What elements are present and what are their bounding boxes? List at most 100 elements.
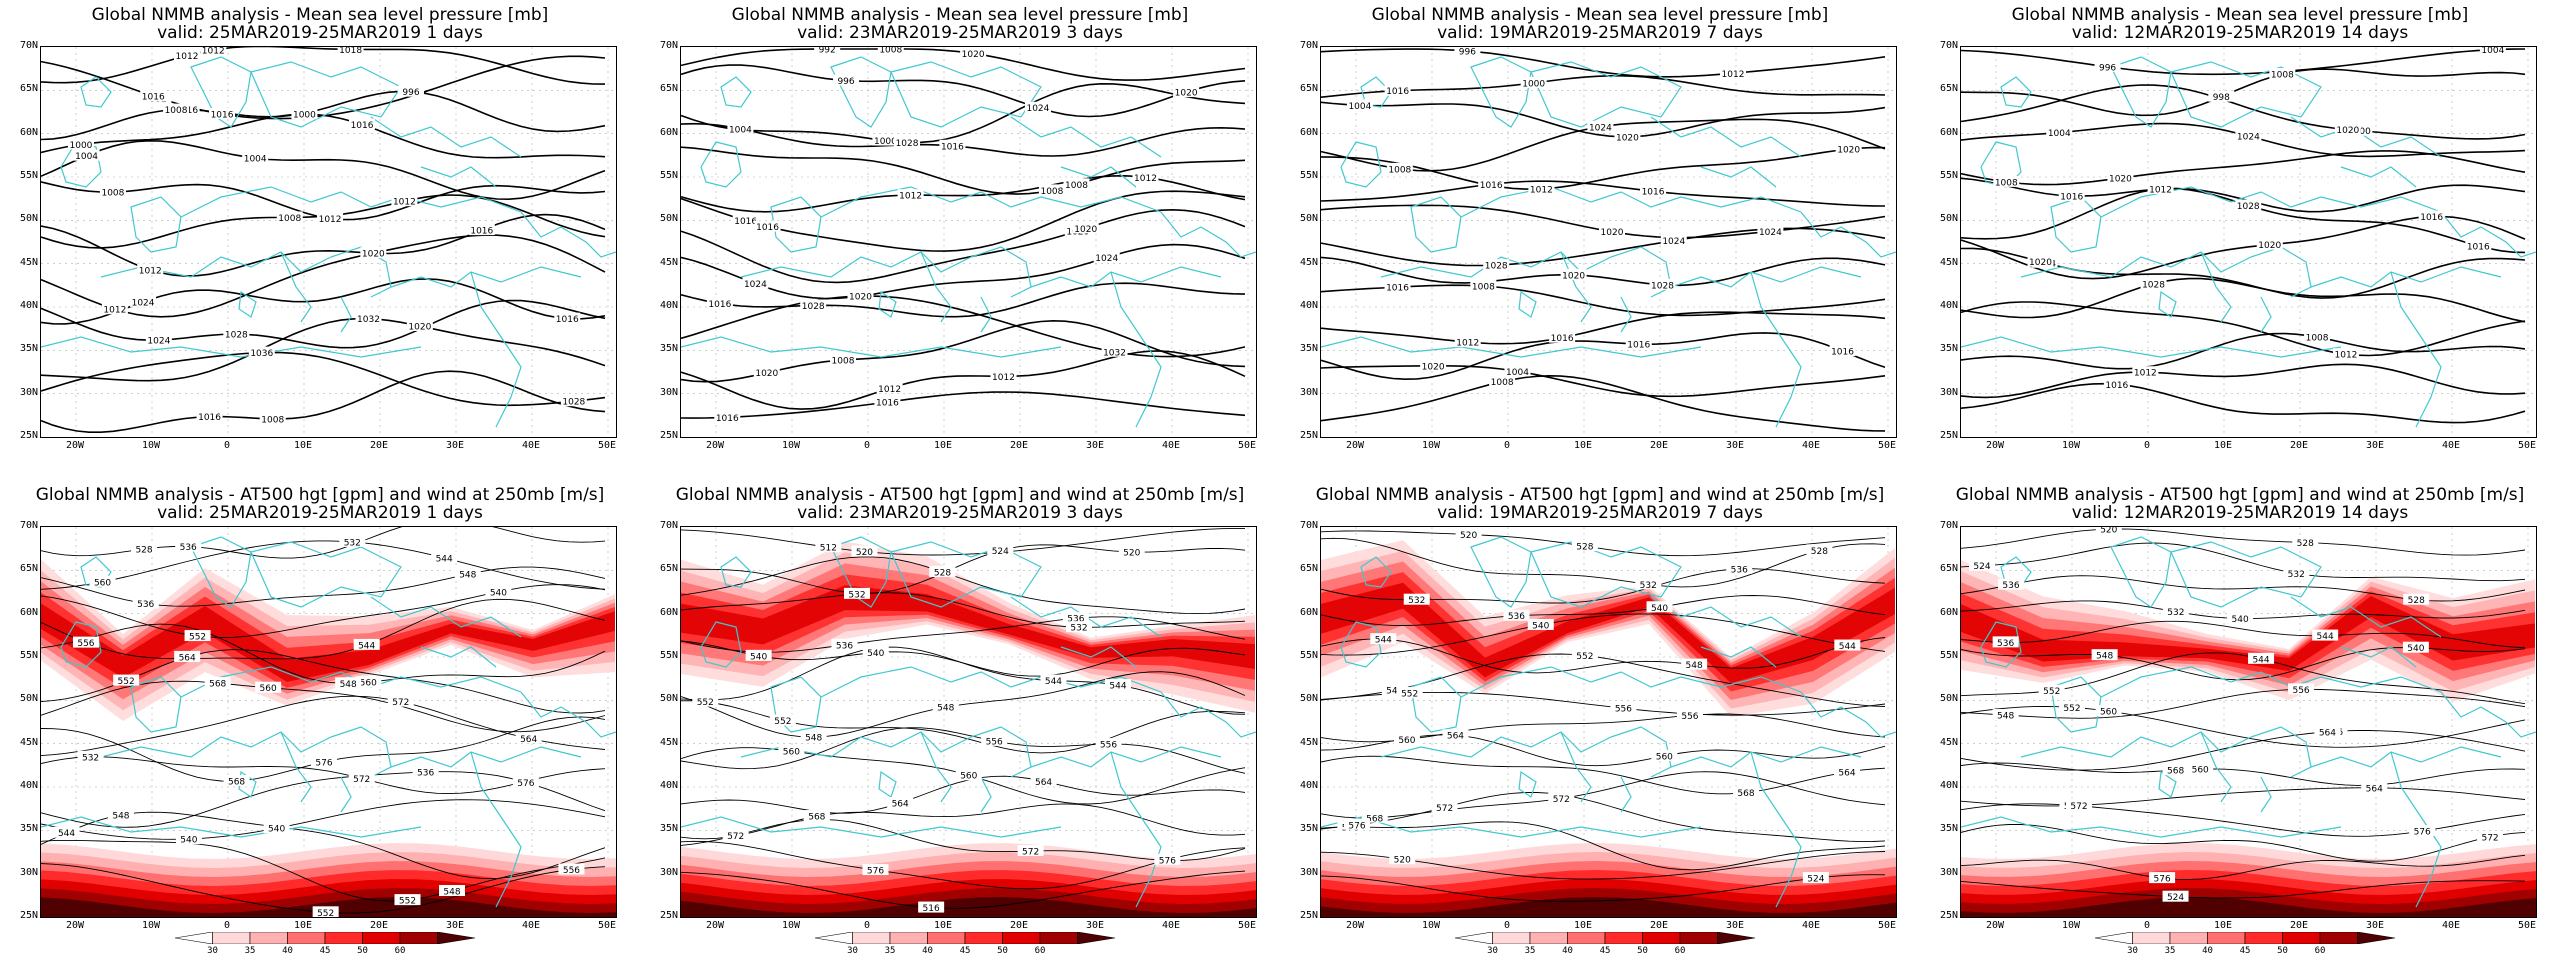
contour-label-bg (2418, 210, 2445, 222)
colorbar-label: 35 (1524, 946, 1536, 956)
contour-label: 1028 (225, 331, 248, 341)
coastline (1961, 336, 2342, 358)
coastline (1030, 746, 1222, 768)
contour-label: 528 (1811, 547, 1828, 557)
contour-label: 1024 (2237, 133, 2260, 143)
contour-label: 1020 (1562, 271, 1585, 281)
contour-line (1961, 824, 2526, 862)
coastline (720, 556, 752, 588)
panel-title: Global NMMB analysis - Mean sea level pr… (1371, 5, 1829, 25)
longitude-label: 20W (1345, 440, 1365, 451)
contour-line (1961, 880, 2526, 899)
contour-label: 556 (77, 639, 94, 649)
longitude-label: 10W (141, 920, 161, 931)
contour-label: 536 (2002, 581, 2019, 591)
colorbar-swatch (287, 932, 326, 944)
contour-label-bg (200, 47, 227, 55)
latitude-label: 70N (1299, 40, 1318, 51)
contour-label: 1012 (2134, 369, 2157, 379)
contour-line (1961, 215, 2526, 280)
contour-label: 576 (517, 779, 534, 789)
coastline (1560, 731, 1592, 803)
panel-subtitle: valid: 25MAR2019-25MAR2019 1 days (157, 23, 483, 43)
coastline (2260, 776, 2272, 813)
panel-subtitle: valid: 23MAR2019-25MAR2019 3 days (797, 503, 1123, 523)
latitude-label: 45N (19, 256, 38, 268)
contour-label: 1012 (1134, 174, 1157, 184)
contour-label: 1012 (139, 266, 162, 276)
contour-label: 1016 (1642, 188, 1665, 198)
contour-label-bg (2256, 238, 2283, 250)
contour-label: 552 (2043, 687, 2060, 697)
contour-label-bg (2107, 172, 2134, 184)
contour-label-bg (145, 334, 172, 346)
contour-label: 532 (1070, 624, 1087, 634)
contour-label: 1012 (899, 192, 922, 202)
contour-line (41, 299, 606, 349)
coastline (420, 166, 497, 188)
contour-label: 524 (1973, 562, 1990, 572)
coastline (2290, 116, 2442, 158)
contour-label-bg (1384, 84, 1411, 96)
latitude-label: 30N (1939, 866, 1958, 878)
colorbar-label: 30 (847, 946, 858, 956)
contour-line (1321, 792, 1886, 843)
contour-label-bg (2149, 872, 2176, 884)
latitude-label: 30N (659, 866, 678, 878)
coastline (1620, 296, 1632, 333)
coastline (980, 776, 992, 813)
latitude-label: 55N (19, 170, 38, 181)
longitude-label: 0 (863, 920, 871, 931)
longitude-label: 10W (2061, 440, 2081, 451)
coastline (1750, 271, 1802, 428)
hgt-panel-3days: Global NMMB analysis - AT500 hgt [gpm] a… (640, 480, 1280, 960)
colorbar-swatch (1529, 932, 1568, 944)
contour-line (681, 527, 1245, 556)
latitude-label: 30N (19, 866, 38, 878)
contour-line (41, 139, 606, 201)
contour-label-bg (406, 319, 433, 331)
coastline (1518, 290, 1537, 318)
contour-label: 1012 (176, 52, 199, 62)
contour-label-bg (2187, 763, 2214, 775)
contour-label-bg (1132, 171, 1159, 183)
longitude-label: 20E (369, 920, 389, 931)
graticule (681, 47, 1256, 437)
contour-label: 548 (112, 811, 129, 821)
contour-labels: 5125205285325365405445485525565605645685… (692, 541, 1181, 914)
colorbar-label: 35 (2164, 946, 2176, 956)
contour-label-bg (955, 769, 982, 781)
latitude-label: 40N (1939, 780, 1958, 791)
contour-label-bg (830, 354, 857, 366)
subtropical-jet (1321, 897, 1896, 917)
latitude-label: 70N (1939, 520, 1958, 531)
coastline (130, 676, 182, 733)
coastline (2050, 676, 2102, 733)
panel-title: Global NMMB analysis - AT500 hgt [gpm] a… (675, 485, 1245, 505)
contour-label: 540 (750, 652, 767, 662)
contour-label-bg (1757, 225, 1784, 237)
contour-label: 552 (399, 897, 416, 907)
contour-label-bg (753, 366, 780, 378)
contour-label: 996 (1459, 48, 1476, 58)
contour-label: 1016 (351, 121, 374, 131)
contour-label: 1004 (2481, 47, 2504, 56)
contour-line (1961, 706, 2526, 748)
graticule (1961, 47, 2536, 437)
wind-colorbar (1455, 932, 1755, 944)
contour-label-bg (1802, 872, 1829, 884)
contour-label: 532 (82, 753, 99, 763)
longitude-label: 50E (2517, 440, 2537, 451)
longitude-label: 50E (1237, 440, 1257, 451)
contour-label: 536 (1997, 639, 2014, 649)
contour-labels: 520 524 528 532 536 540 544 548 552 556 560 564 568 5… (1969, 527, 2504, 903)
colorbar-swatch (2169, 932, 2208, 944)
latitude-label: 50N (1299, 213, 1318, 225)
contour-line (41, 623, 606, 684)
contour-label-bg (2248, 652, 2275, 664)
contour-label-bg (1681, 658, 1708, 670)
contour-line (1961, 762, 2526, 786)
contour-label-bg (1560, 268, 1587, 280)
coastline (2200, 251, 2232, 323)
contour-line (1321, 146, 1886, 190)
